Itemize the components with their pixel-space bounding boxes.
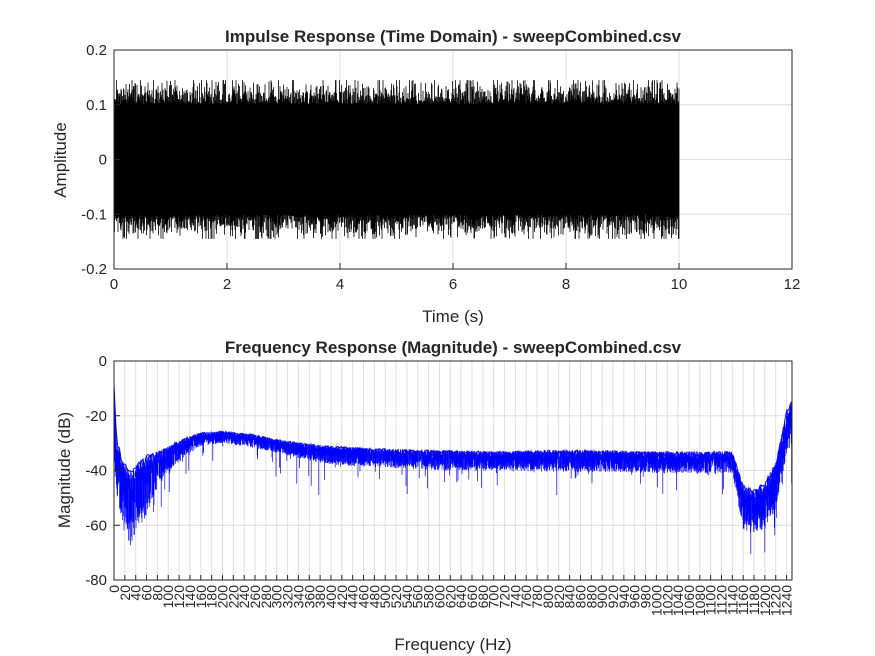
frequency-xtick-label: 140 [182, 585, 198, 609]
frequency-xtick-label: 860 [572, 585, 588, 609]
frequency-title: Frequency Response (Magnitude) - sweepCo… [225, 338, 682, 357]
frequency-xtick-label: 840 [562, 585, 578, 609]
frequency-xtick-label: 300 [269, 585, 285, 609]
impulse-ytick-label: -0.1 [81, 206, 107, 223]
frequency-xtick-label: 920 [605, 585, 621, 609]
frequency-xtick-label: 780 [529, 585, 545, 609]
frequency-xtick-label: 220 [225, 585, 241, 609]
impulse-ytick-label: 0.1 [86, 97, 107, 114]
frequency-xtick-label: 1040 [670, 585, 686, 616]
frequency-xtick-label: 280 [258, 585, 274, 609]
frequency-xtick-label: 620 [442, 585, 458, 609]
impulse-ytick-label: 0.2 [86, 42, 107, 59]
frequency-xtick-label: 80 [149, 585, 165, 601]
frequency-xtick-label: 580 [421, 585, 437, 609]
frequency-xtick-label: 440 [345, 585, 361, 609]
frequency-xtick-label: 600 [431, 585, 447, 609]
frequency-upper-trace [113, 383, 793, 495]
impulse-response-axes: 0 2 4 6 8 10 12 -0.2 -0.1 0 0.1 0.2 Impulse Respons… [51, 27, 800, 326]
impulse-signal [113, 80, 680, 239]
frequency-xtick-label: 460 [356, 585, 372, 609]
impulse-xtick-label: 4 [336, 276, 344, 293]
frequency-ytick-label: -20 [85, 408, 107, 425]
impulse-title: Impulse Response (Time Domain) - sweepCo… [225, 27, 682, 46]
frequency-xtick-label: 1120 [713, 585, 729, 615]
impulse-xlabel: Time (s) [422, 307, 484, 326]
frequency-xtick-label: 940 [616, 585, 632, 609]
frequency-xtick-label: 540 [399, 585, 415, 609]
frequency-xlabel: Frequency (Hz) [394, 635, 511, 654]
frequency-xtick-label: 720 [497, 585, 513, 609]
frequency-xtick-label: 520 [388, 585, 404, 609]
frequency-ytick-label: -60 [85, 517, 107, 534]
frequency-xtick-label: 1200 [757, 585, 773, 616]
frequency-xtick-label: 40 [128, 585, 144, 601]
frequency-xtick-label: 480 [366, 585, 382, 609]
frequency-xtick-label: 680 [475, 585, 491, 609]
frequency-xtick-label: 1180 [746, 585, 762, 615]
impulse-signal-trace [113, 80, 680, 239]
frequency-xtick-label: 0 [106, 585, 122, 593]
impulse-xtick-label: 12 [784, 276, 801, 293]
frequency-xtick-label: 400 [323, 585, 339, 609]
frequency-grid [113, 360, 792, 581]
frequency-xtick-label: 980 [638, 585, 654, 609]
frequency-xtick-label: 820 [551, 585, 567, 609]
frequency-ytick-label: -80 [85, 572, 107, 589]
frequency-xtick-label: 1100 [703, 585, 719, 615]
frequency-xtick-label: 420 [334, 585, 350, 609]
frequency-xtick-label: 20 [117, 585, 133, 601]
frequency-xtick-label: 900 [594, 585, 610, 609]
impulse-ylabel: Amplitude [51, 122, 70, 198]
frequency-xtick-label: 880 [583, 585, 599, 609]
frequency-xtick-label: 1080 [692, 585, 708, 616]
frequency-xtick-label: 640 [453, 585, 469, 609]
frequency-xtick-label: 360 [301, 585, 317, 609]
frequency-xtick-label: 100 [160, 585, 176, 609]
frequency-xtick-label: 60 [139, 585, 155, 601]
frequency-ticks: 0204060801001201401601802002202402602803… [85, 353, 794, 616]
frequency-response-axes: 0204060801001201401601802002202402602803… [55, 338, 795, 654]
frequency-xtick-label: 1060 [681, 585, 697, 616]
frequency-ytick-label: 0 [99, 353, 107, 370]
frequency-xtick-label: 1240 [779, 585, 795, 616]
frequency-xtick-label: 1000 [648, 585, 664, 616]
frequency-xtick-label: 1020 [659, 585, 675, 616]
impulse-ticks: 0 2 4 6 8 10 12 -0.2 -0.1 0 0.1 0.2 [81, 42, 800, 293]
impulse-ytick-label: -0.2 [81, 261, 107, 278]
frequency-xtick-label: 260 [247, 585, 263, 609]
frequency-xtick-label: 500 [377, 585, 393, 609]
impulse-xtick-label: 0 [110, 276, 118, 293]
frequency-xtick-label: 180 [204, 585, 220, 609]
frequency-xtick-label: 560 [410, 585, 426, 609]
frequency-xtick-label: 200 [214, 585, 230, 609]
frequency-xtick-label: 340 [290, 585, 306, 609]
frequency-xtick-label: 800 [540, 585, 556, 609]
frequency-xtick-label: 1220 [768, 585, 784, 616]
frequency-xtick-label: 760 [518, 585, 534, 609]
frequency-xtick-label: 700 [486, 585, 502, 609]
impulse-ytick-label: 0 [99, 152, 107, 169]
frequency-ytick-label: -40 [85, 463, 107, 480]
frequency-xtick-label: 1160 [735, 585, 751, 615]
frequency-xtick-label: 160 [193, 585, 209, 609]
frequency-xtick-label: 240 [236, 585, 252, 609]
impulse-xtick-label: 8 [562, 276, 570, 293]
impulse-xtick-label: 6 [449, 276, 457, 293]
impulse-xtick-label: 10 [671, 276, 688, 293]
frequency-xtick-label: 1140 [724, 585, 740, 615]
frequency-ylabel: Magnitude (dB) [55, 412, 74, 528]
frequency-xtick-label: 320 [280, 585, 296, 609]
frequency-xtick-label: 960 [627, 585, 643, 609]
frequency-xtick-label: 380 [312, 585, 328, 609]
frequency-xtick-label: 120 [171, 585, 187, 609]
frequency-xtick-label: 740 [507, 585, 523, 609]
impulse-xtick-label: 2 [223, 276, 231, 293]
frequency-xtick-label: 660 [464, 585, 480, 609]
